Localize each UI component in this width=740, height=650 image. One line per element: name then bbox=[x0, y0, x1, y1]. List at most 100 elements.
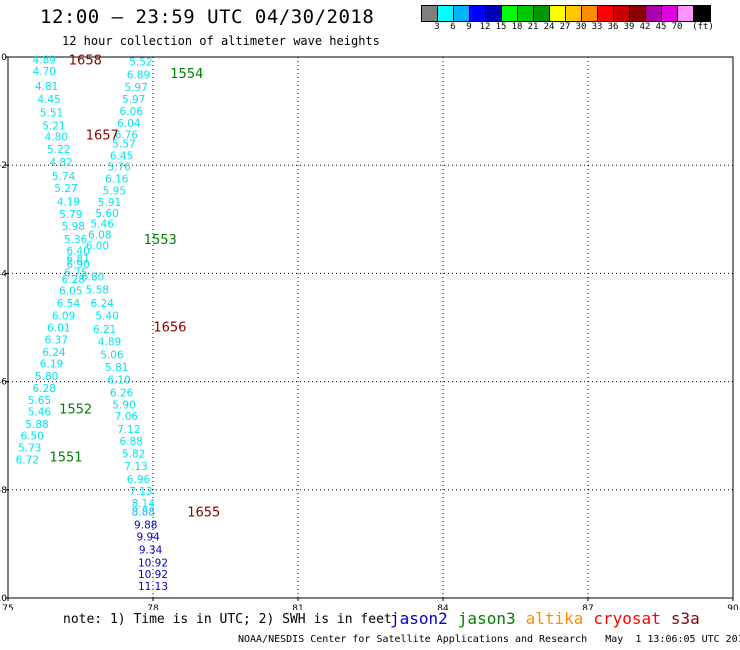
wave-height-label: 5.80 bbox=[35, 371, 58, 383]
wave-height-label: 6.08 bbox=[88, 229, 111, 241]
satellite-legend: jason2 jason3 altika cryosat s3a bbox=[390, 609, 710, 628]
color-swatch bbox=[646, 6, 662, 21]
wave-height-label: 5.22 bbox=[47, 144, 70, 156]
color-scale-tick: 15 bbox=[495, 22, 507, 32]
wave-height-label: 6.40 bbox=[66, 246, 89, 258]
wave-height-label: 6.26 bbox=[110, 387, 134, 399]
wave-height-label: 4.89 bbox=[98, 337, 121, 349]
wave-height-label: 6.80 bbox=[81, 272, 104, 284]
wave-height-label: 6.19 bbox=[40, 359, 63, 371]
wave-height-label: 6.37 bbox=[45, 334, 68, 346]
x-tick-label: 75 bbox=[2, 604, 13, 610]
wave-height-label: 6.90 bbox=[66, 259, 89, 271]
color-swatch bbox=[662, 6, 678, 21]
color-swatch bbox=[614, 6, 630, 21]
color-scale-tick: 42 bbox=[639, 22, 651, 32]
color-scale-tick: 24 bbox=[543, 22, 555, 32]
y-tick-label: 0 bbox=[1, 53, 7, 63]
y-tick-label: -2 bbox=[0, 161, 7, 171]
wave-height-label: 5.88 bbox=[25, 419, 48, 431]
wave-height-label: 9.34 bbox=[139, 544, 163, 556]
wave-height-label: 5.21 bbox=[42, 121, 65, 133]
wave-height-label: 5.60 bbox=[95, 208, 118, 220]
wave-height-label: 5.57 bbox=[112, 139, 135, 151]
wave-height-label: 9.88 bbox=[134, 519, 157, 531]
color-swatch bbox=[678, 6, 694, 21]
x-tick-label: 78 bbox=[147, 604, 159, 610]
color-scale-tick: 45 bbox=[655, 22, 667, 32]
credit-line: NOAA/NESDIS Center for Satellite Applica… bbox=[238, 634, 740, 645]
color-swatch bbox=[582, 6, 598, 21]
wave-height-label: 5.46 bbox=[28, 406, 52, 418]
wave-height-label: 6.01 bbox=[47, 323, 70, 335]
wave-height-label: 7.13 bbox=[129, 486, 152, 498]
wave-height-label: 10.92 bbox=[138, 569, 168, 581]
color-swatch bbox=[518, 6, 534, 21]
wave-height-label: 4.81 bbox=[35, 81, 58, 93]
footer-note: note: 1) Time is in UTC; 2) SWH is in fe… bbox=[63, 612, 392, 627]
legend-jason2: jason2 bbox=[390, 609, 448, 628]
color-scale-tick: 18 bbox=[511, 22, 523, 32]
wave-height-label: 6.09 bbox=[52, 311, 75, 323]
wave-height-label: 6.72 bbox=[16, 455, 39, 467]
y-tick-label: -8 bbox=[0, 486, 7, 496]
legend-jason3: jason3 bbox=[457, 609, 516, 628]
wave-height-label: 4.70 bbox=[33, 66, 56, 78]
color-scale-tick: 6 bbox=[450, 22, 456, 32]
pass-number-label: 1656 bbox=[153, 320, 186, 335]
color-swatch bbox=[470, 6, 486, 21]
color-scale-tick: (ft) bbox=[692, 22, 714, 32]
wave-height-label: 7.12 bbox=[117, 424, 140, 436]
wave-height-label: 5.73 bbox=[18, 443, 41, 455]
color-scale-tick: 33 bbox=[591, 22, 603, 32]
wave-height-label: 5.74 bbox=[52, 171, 76, 183]
wave-height-label: 6.24 bbox=[91, 298, 115, 310]
legend-s3a: s3a bbox=[670, 609, 700, 628]
wave-height-label: 8.88 bbox=[132, 506, 155, 518]
wave-height-label: 6.06 bbox=[120, 106, 144, 118]
pass-number-label: 1551 bbox=[49, 450, 82, 465]
wave-height-label: 5.76 bbox=[107, 161, 131, 173]
wave-height-label: 4.19 bbox=[57, 196, 80, 208]
x-tick-label: 87 bbox=[582, 604, 593, 610]
x-tick-label: 90 bbox=[727, 604, 739, 610]
wave-height-label: 4.45 bbox=[37, 94, 60, 106]
wave-height-label: 6.05 bbox=[59, 286, 82, 298]
x-tick-label: 84 bbox=[437, 604, 449, 610]
wave-height-label: 6.76 bbox=[115, 129, 139, 141]
color-swatch bbox=[630, 6, 646, 21]
wave-height-label: 5.06 bbox=[100, 350, 124, 362]
pass-number-label: 1655 bbox=[187, 505, 220, 520]
color-swatch bbox=[566, 6, 582, 21]
wave-height-label: 5.90 bbox=[112, 399, 135, 411]
wave-height-label: 7.06 bbox=[115, 411, 139, 423]
wave-height-label: 5.52 bbox=[129, 56, 152, 68]
pass-number-label: 1657 bbox=[86, 128, 119, 143]
wave-height-label: 5.79 bbox=[59, 209, 82, 221]
color-scale-tick: 12 bbox=[479, 22, 491, 32]
wave-height-label: 6.54 bbox=[57, 298, 81, 310]
wave-height-label: 4.82 bbox=[49, 157, 72, 169]
color-swatch bbox=[550, 6, 566, 21]
wave-height-label: 6.50 bbox=[20, 431, 43, 443]
pass-number-label: 1553 bbox=[144, 233, 177, 248]
color-scale-tick: 3 bbox=[434, 22, 440, 32]
legend-altika: altika bbox=[525, 609, 584, 628]
color-swatch bbox=[534, 6, 550, 21]
wave-height-label: 4.80 bbox=[45, 132, 68, 144]
color-scale-ticks: 3 6 9 12 15 18 21 24 27 30 33 36 39 42 45 70 (ft) bbox=[421, 22, 731, 34]
wave-height-label: 6.89 bbox=[127, 69, 150, 81]
wave-height-label: 5.97 bbox=[122, 94, 145, 106]
wave-height-label: 5.27 bbox=[54, 183, 77, 195]
wave-height-label: 4.89 bbox=[33, 55, 56, 67]
wave-height-label: 5.65 bbox=[28, 395, 51, 407]
y-tick-label: -6 bbox=[0, 378, 7, 388]
wave-height-label: 6.81 bbox=[66, 253, 89, 265]
wave-height-label: 11.13 bbox=[138, 581, 168, 593]
wave-height-label: 6.96 bbox=[127, 474, 151, 486]
pass-number-label: 1658 bbox=[69, 54, 102, 69]
wave-height-label: 6.00 bbox=[86, 240, 109, 252]
color-swatch bbox=[486, 6, 502, 21]
color-scale-tick: 30 bbox=[575, 22, 587, 32]
map-subtitle: 12 hour collection of altimeter wave hei… bbox=[62, 34, 380, 48]
